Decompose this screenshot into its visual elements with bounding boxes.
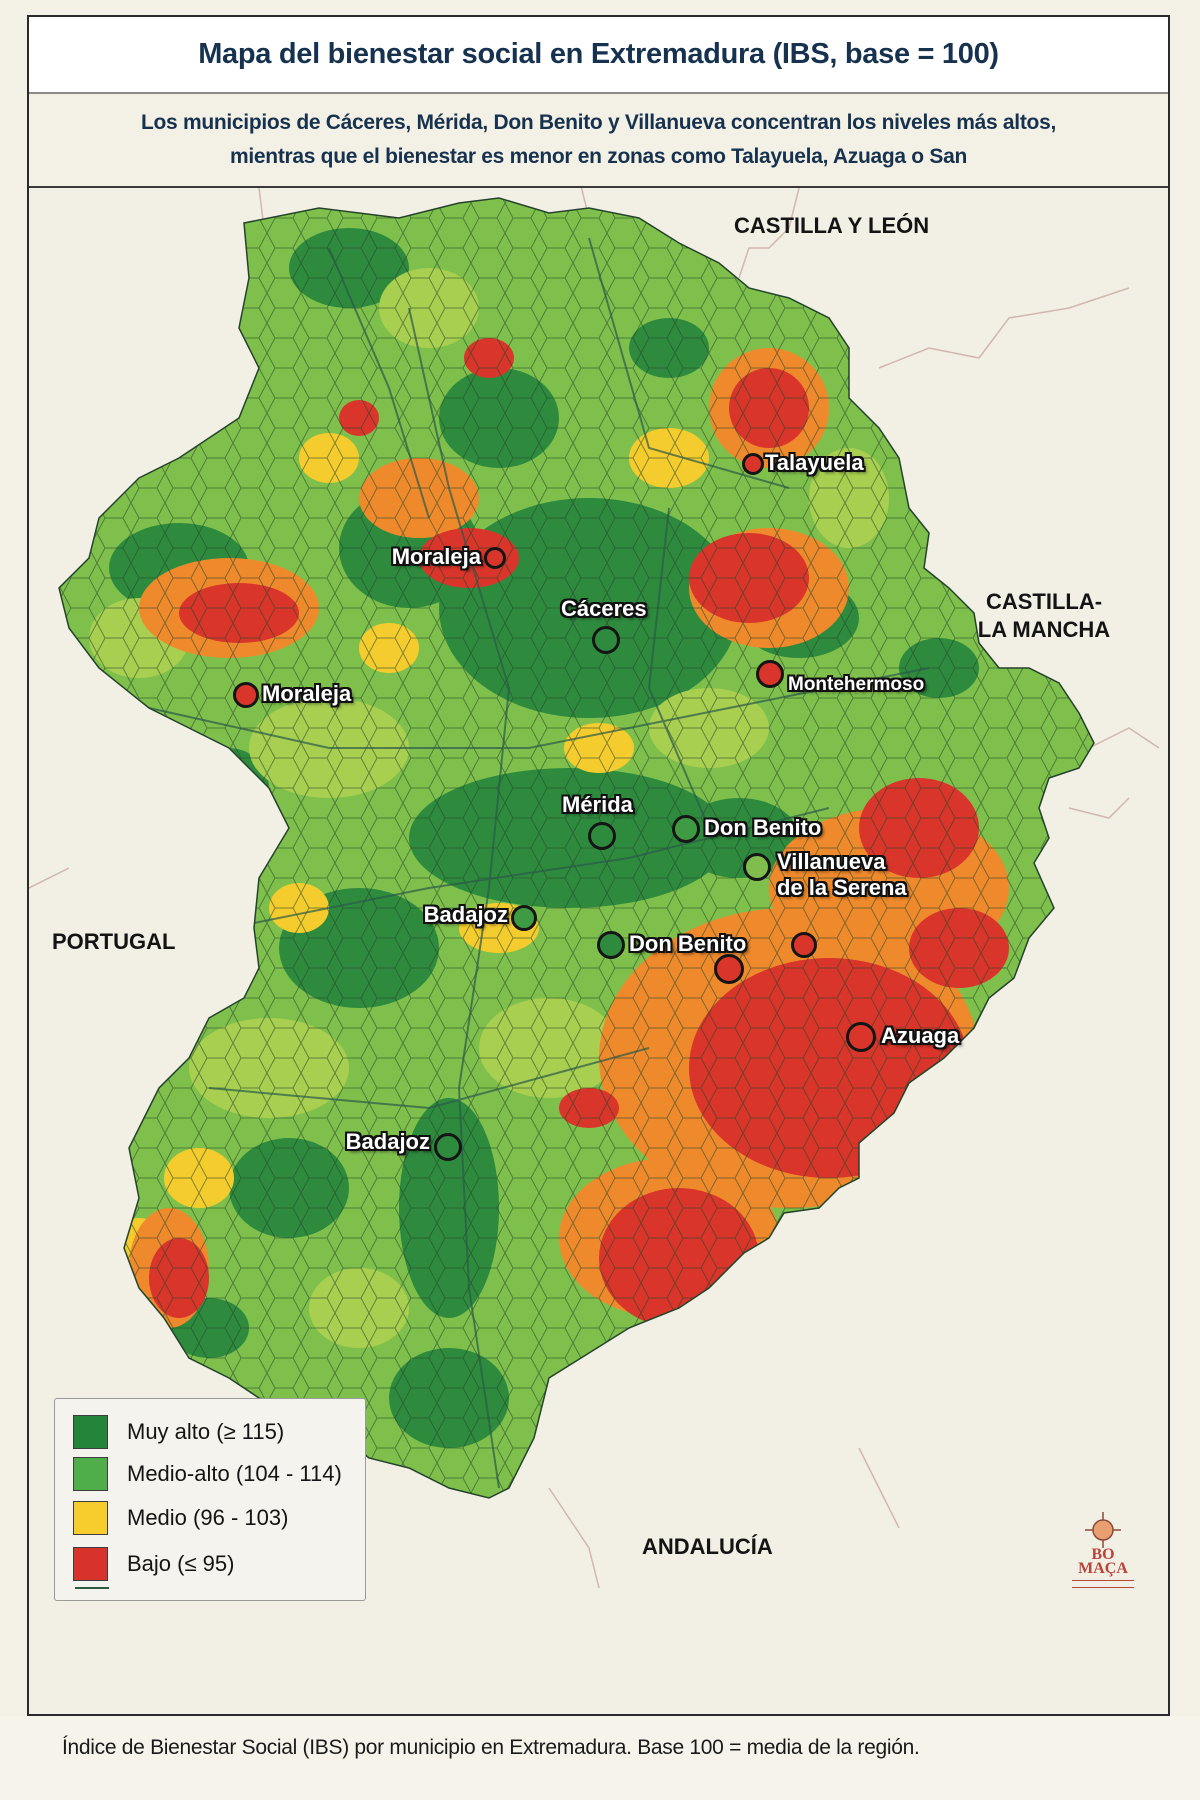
- publisher-logo: BO MAÇA: [1068, 1510, 1138, 1590]
- city-label: Cáceres: [561, 596, 647, 621]
- city-marker-icon: [588, 822, 616, 850]
- footer: Índice de Bienestar Social (IBS) por mun…: [0, 1716, 1200, 1800]
- city-label: Montehermoso: [788, 674, 925, 695]
- label-castilla-la-mancha-line1: CASTILLA-: [985, 589, 1103, 614]
- city-marker-icon: [233, 682, 259, 708]
- legend-label: Muy alto (≥ 115): [127, 1419, 285, 1444]
- city-marker-icon: [791, 932, 817, 958]
- city-marker-icon: [756, 660, 784, 688]
- city-marker-icon: [484, 547, 506, 569]
- legend-item-medio: Medio (96 - 103): [73, 1501, 288, 1535]
- choropleth-map: [29, 188, 1160, 1589]
- legend-swatch: [73, 1547, 108, 1581]
- city-marker-icon: [743, 853, 771, 881]
- legend-swatch: [73, 1415, 108, 1449]
- subtitle-line-1: Los municipios de Cáceres, Mérida, Don B…: [141, 111, 1056, 134]
- city-marker-icon: [742, 453, 764, 475]
- region-outline: [58, 197, 1095, 1499]
- city-marker-icon: [511, 905, 537, 931]
- page-title: Mapa del bienestar social en Extremadura…: [198, 38, 999, 70]
- city-label: Azuaga: [881, 1023, 960, 1048]
- city-label: Mérida: [562, 792, 633, 817]
- legend-label: Medio (96 - 103): [127, 1505, 289, 1530]
- city-label-line2: de la Serena: [777, 875, 907, 900]
- logo-underline: [1072, 1580, 1134, 1588]
- footer-caption: Índice de Bienestar Social (IBS) por mun…: [62, 1736, 920, 1759]
- label-portugal: PORTUGAL: [52, 929, 176, 954]
- city-label: Talayuela: [765, 450, 864, 475]
- city-label: Don Benito: [629, 931, 747, 956]
- city-marker-icon: [592, 626, 620, 654]
- city-label: Villanueva de la Serena: [777, 849, 907, 901]
- legend-swatch: [73, 1457, 108, 1491]
- legend-item-muy-alto: Muy alto (≥ 115): [73, 1415, 284, 1449]
- legend-item-medio-alto: Medio-alto (104 - 114): [73, 1457, 342, 1491]
- roads: [148, 237, 930, 1489]
- city-label-line1: Villanueva: [777, 849, 886, 874]
- logo-text: BO MAÇA: [1068, 1546, 1138, 1577]
- city-marker-icon: [434, 1133, 462, 1161]
- label-castilla-la-mancha: CASTILLA- LA MANCHA: [969, 588, 1119, 644]
- label-andalucia: ANDALUCÍA: [642, 1534, 773, 1559]
- city-label: Don Benito: [704, 815, 822, 840]
- city-label: Badajoz: [345, 1129, 430, 1154]
- map-area: CASTILLA Y LEÓN CASTILLA- LA MANCHA PORT…: [29, 188, 1168, 1714]
- subtitle-line-2: mientras que el bienestar es menor en zo…: [230, 145, 967, 168]
- logo-line1: BO: [1091, 1546, 1115, 1563]
- city-label: Badajoz: [423, 902, 508, 927]
- city-marker-icon: [846, 1022, 876, 1052]
- city-marker-icon: [672, 815, 700, 843]
- legend-road-line: [75, 1587, 109, 1589]
- logo-line2: MAÇA: [1078, 1560, 1128, 1577]
- legend-label: Bajo (≤ 95): [127, 1551, 235, 1576]
- compass-icon: [1085, 1512, 1121, 1548]
- title-band: Mapa del bienestar social en Extremadura…: [29, 17, 1168, 94]
- city-marker-icon: [714, 954, 744, 984]
- label-castilla-y-leon: CASTILLA Y LEÓN: [734, 213, 930, 238]
- legend-label: Medio-alto (104 - 114): [127, 1461, 342, 1486]
- label-castilla-la-mancha-line2: LA MANCHA: [977, 617, 1111, 642]
- legend-swatch: [73, 1501, 108, 1535]
- subtitle-band: Los municipios de Cáceres, Mérida, Don B…: [29, 94, 1168, 188]
- city-label: Moraleja: [262, 681, 352, 706]
- map-frame: Mapa del bienestar social en Extremadura…: [27, 15, 1170, 1716]
- city-marker-icon: [597, 931, 625, 959]
- city-label: Moraleja: [391, 544, 481, 569]
- legend-item-bajo: Bajo (≤ 95): [73, 1547, 234, 1581]
- legend: Muy alto (≥ 115) Medio-alto (104 - 114) …: [54, 1398, 366, 1601]
